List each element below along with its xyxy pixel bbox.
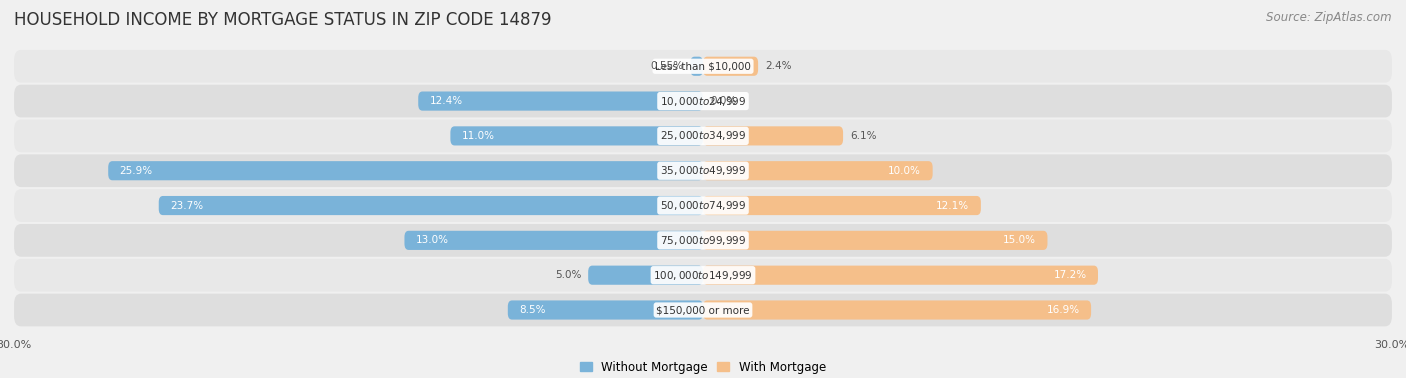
FancyBboxPatch shape bbox=[14, 50, 1392, 83]
FancyBboxPatch shape bbox=[14, 119, 1392, 152]
FancyBboxPatch shape bbox=[703, 231, 1047, 250]
FancyBboxPatch shape bbox=[14, 154, 1392, 187]
Text: 12.1%: 12.1% bbox=[936, 201, 969, 211]
Text: HOUSEHOLD INCOME BY MORTGAGE STATUS IN ZIP CODE 14879: HOUSEHOLD INCOME BY MORTGAGE STATUS IN Z… bbox=[14, 11, 551, 29]
FancyBboxPatch shape bbox=[703, 126, 844, 146]
FancyBboxPatch shape bbox=[703, 57, 758, 76]
Text: 17.2%: 17.2% bbox=[1053, 270, 1087, 280]
FancyBboxPatch shape bbox=[14, 224, 1392, 257]
Text: 16.9%: 16.9% bbox=[1046, 305, 1080, 315]
FancyBboxPatch shape bbox=[14, 259, 1392, 291]
Text: 2.4%: 2.4% bbox=[765, 61, 792, 71]
Text: 11.0%: 11.0% bbox=[461, 131, 495, 141]
FancyBboxPatch shape bbox=[690, 57, 703, 76]
Text: $50,000 to $74,999: $50,000 to $74,999 bbox=[659, 199, 747, 212]
Text: 15.0%: 15.0% bbox=[1002, 235, 1036, 245]
Text: 5.0%: 5.0% bbox=[555, 270, 581, 280]
FancyBboxPatch shape bbox=[405, 231, 703, 250]
Text: 0.0%: 0.0% bbox=[710, 96, 737, 106]
FancyBboxPatch shape bbox=[14, 85, 1392, 118]
FancyBboxPatch shape bbox=[418, 91, 703, 111]
FancyBboxPatch shape bbox=[159, 196, 703, 215]
Text: 6.1%: 6.1% bbox=[851, 131, 876, 141]
Legend: Without Mortgage, With Mortgage: Without Mortgage, With Mortgage bbox=[575, 356, 831, 378]
FancyBboxPatch shape bbox=[108, 161, 703, 180]
Text: 13.0%: 13.0% bbox=[416, 235, 449, 245]
FancyBboxPatch shape bbox=[14, 294, 1392, 326]
FancyBboxPatch shape bbox=[703, 266, 1098, 285]
Text: $75,000 to $99,999: $75,000 to $99,999 bbox=[659, 234, 747, 247]
FancyBboxPatch shape bbox=[588, 266, 703, 285]
Text: $35,000 to $49,999: $35,000 to $49,999 bbox=[659, 164, 747, 177]
Text: 23.7%: 23.7% bbox=[170, 201, 204, 211]
Text: 10.0%: 10.0% bbox=[889, 166, 921, 176]
FancyBboxPatch shape bbox=[703, 196, 981, 215]
Text: 12.4%: 12.4% bbox=[430, 96, 463, 106]
FancyBboxPatch shape bbox=[450, 126, 703, 146]
Text: $150,000 or more: $150,000 or more bbox=[657, 305, 749, 315]
Text: $10,000 to $24,999: $10,000 to $24,999 bbox=[659, 94, 747, 108]
Text: $100,000 to $149,999: $100,000 to $149,999 bbox=[654, 269, 752, 282]
FancyBboxPatch shape bbox=[703, 301, 1091, 319]
FancyBboxPatch shape bbox=[703, 161, 932, 180]
Text: 8.5%: 8.5% bbox=[519, 305, 546, 315]
Text: 0.55%: 0.55% bbox=[651, 61, 683, 71]
Text: Less than $10,000: Less than $10,000 bbox=[655, 61, 751, 71]
Text: Source: ZipAtlas.com: Source: ZipAtlas.com bbox=[1267, 11, 1392, 24]
FancyBboxPatch shape bbox=[508, 301, 703, 319]
FancyBboxPatch shape bbox=[14, 189, 1392, 222]
Text: $25,000 to $34,999: $25,000 to $34,999 bbox=[659, 129, 747, 143]
Text: 25.9%: 25.9% bbox=[120, 166, 153, 176]
